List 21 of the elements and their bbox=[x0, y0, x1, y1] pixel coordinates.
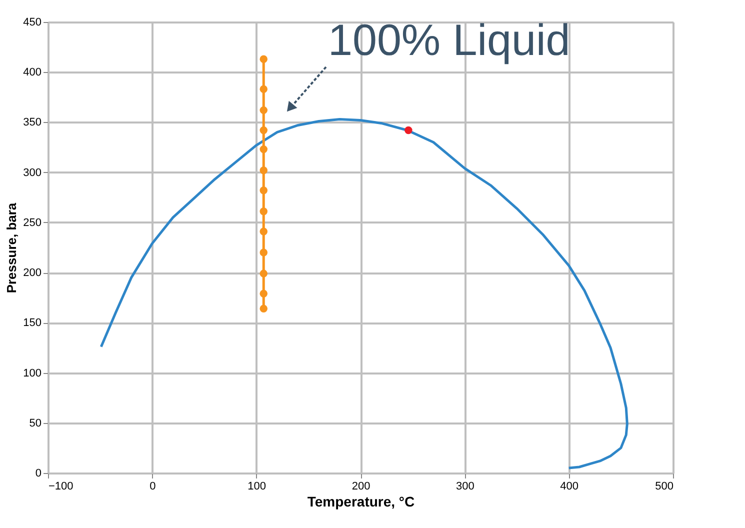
line-series bbox=[100, 118, 628, 470]
y-tick-label: 400 bbox=[23, 66, 42, 79]
annotation: 100% Liquid bbox=[328, 16, 570, 65]
y-tick-label: 50 bbox=[29, 417, 42, 430]
x-tick-label: −100 bbox=[48, 480, 74, 492]
y-axis-title: Pressure, bara bbox=[4, 202, 20, 294]
y-tick-label: 150 bbox=[23, 317, 42, 330]
x-tick-label: 0 bbox=[150, 480, 156, 492]
x-tick-label: 400 bbox=[560, 480, 579, 492]
x-tick-label: 100 bbox=[248, 480, 266, 492]
y-tick-label: 350 bbox=[23, 116, 42, 129]
y-tick-label: 450 bbox=[23, 16, 42, 28]
x-axis-title: Temperature, °C bbox=[307, 494, 415, 510]
x-tick-label: 200 bbox=[352, 480, 370, 492]
y-tick-label: 300 bbox=[23, 166, 42, 179]
y-tick-label: 0 bbox=[35, 468, 42, 480]
y-tick-label: 250 bbox=[23, 216, 42, 229]
y-tick-label: 100 bbox=[23, 367, 42, 380]
x-tick-label: 300 bbox=[456, 480, 474, 492]
x-tick-label: 500 bbox=[655, 480, 674, 492]
y-tick-label: 200 bbox=[23, 267, 42, 280]
